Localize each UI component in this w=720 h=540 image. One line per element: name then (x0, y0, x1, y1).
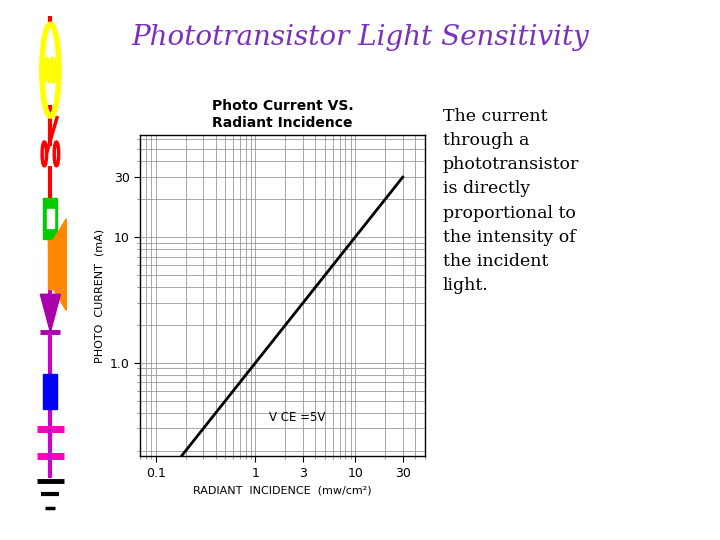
Text: Phototransistor Light Sensitivity: Phototransistor Light Sensitivity (131, 24, 589, 51)
Y-axis label: PHOTO  CURRENT  (mA): PHOTO CURRENT (mA) (94, 228, 104, 363)
Polygon shape (40, 294, 60, 332)
Text: V CE =5V: V CE =5V (269, 411, 325, 424)
Bar (47, 209, 54, 228)
Bar (43, 374, 58, 409)
X-axis label: RADIANT  INCIDENCE  (mw/cm²): RADIANT INCIDENCE (mw/cm²) (193, 485, 372, 495)
Bar (43, 198, 58, 239)
Bar (48, 240, 53, 289)
Polygon shape (53, 219, 66, 310)
Title: Photo Current VS.
Radiant Incidence: Photo Current VS. Radiant Incidence (212, 99, 354, 130)
Text: The current
through a
phototransistor
is directly
proportional to
the intensity : The current through a phototransistor is… (443, 108, 579, 294)
